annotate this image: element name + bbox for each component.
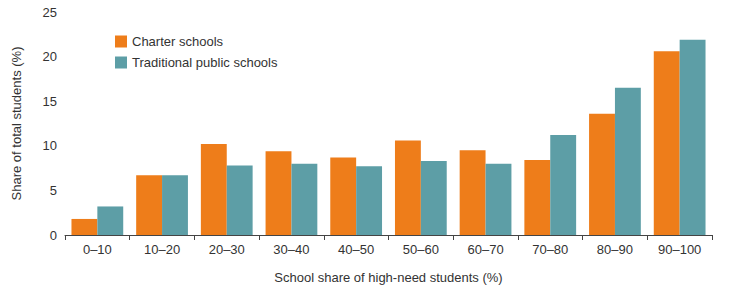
svg-text:0: 0 (50, 228, 57, 243)
svg-text:80–90: 80–90 (597, 242, 633, 257)
svg-text:30–40: 30–40 (273, 242, 309, 257)
svg-text:10: 10 (43, 138, 57, 153)
svg-text:20–30: 20–30 (209, 242, 245, 257)
svg-text:70–80: 70–80 (532, 242, 568, 257)
svg-text:5: 5 (50, 183, 57, 198)
svg-text:0–10: 0–10 (83, 242, 112, 257)
svg-text:School share of high-need stud: School share of high-need students (%) (274, 270, 502, 285)
svg-text:40–50: 40–50 (338, 242, 374, 257)
svg-text:Share of total students (%): Share of total students (%) (9, 47, 24, 201)
svg-text:25: 25 (43, 5, 57, 20)
svg-text:90–100: 90–100 (658, 242, 701, 257)
svg-text:Traditional public schools: Traditional public schools (132, 55, 278, 70)
svg-text:15: 15 (43, 94, 57, 109)
svg-text:20: 20 (43, 49, 57, 64)
svg-text:Charter schools: Charter schools (132, 34, 224, 49)
svg-text:10–20: 10–20 (144, 242, 180, 257)
svg-text:50–60: 50–60 (403, 242, 439, 257)
svg-text:60–70: 60–70 (467, 242, 503, 257)
